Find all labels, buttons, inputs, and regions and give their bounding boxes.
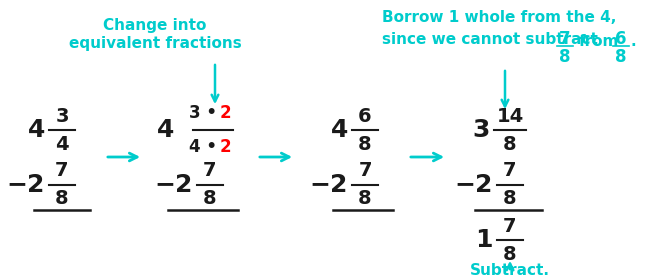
Text: 7: 7 <box>55 162 69 181</box>
Text: from: from <box>579 34 619 50</box>
Text: 7: 7 <box>358 162 372 181</box>
Text: 8: 8 <box>503 134 517 153</box>
Text: 4: 4 <box>157 118 174 142</box>
Text: 2: 2 <box>219 104 231 122</box>
Text: equivalent fractions: equivalent fractions <box>69 36 241 51</box>
Text: Change into: Change into <box>103 18 207 33</box>
Text: 14: 14 <box>497 106 524 125</box>
Text: −2: −2 <box>454 173 493 197</box>
Text: 4 •: 4 • <box>189 138 217 156</box>
Text: −2: −2 <box>6 173 45 197</box>
Text: 8: 8 <box>503 190 517 209</box>
Text: 6: 6 <box>616 30 627 48</box>
Text: 8: 8 <box>358 190 372 209</box>
Text: 2: 2 <box>219 138 231 156</box>
Text: 1: 1 <box>476 228 493 252</box>
Text: 7: 7 <box>503 162 517 181</box>
Text: 3 •: 3 • <box>189 104 217 122</box>
Text: −2: −2 <box>155 173 193 197</box>
Text: 7: 7 <box>503 216 517 235</box>
Text: 4: 4 <box>331 118 348 142</box>
Text: 7: 7 <box>559 30 571 48</box>
Text: 3: 3 <box>473 118 490 142</box>
Text: 6: 6 <box>358 106 372 125</box>
Text: 4: 4 <box>55 134 69 153</box>
Text: 8: 8 <box>559 48 571 66</box>
Text: 3: 3 <box>55 106 69 125</box>
Text: 8: 8 <box>503 244 517 263</box>
Text: −2: −2 <box>309 173 348 197</box>
Text: 7: 7 <box>203 162 216 181</box>
Text: 8: 8 <box>203 190 217 209</box>
Text: Subtract.: Subtract. <box>470 263 550 278</box>
Text: 8: 8 <box>358 134 372 153</box>
Text: since we cannot subtract: since we cannot subtract <box>382 32 598 47</box>
Text: 8: 8 <box>616 48 627 66</box>
Text: 4: 4 <box>27 118 45 142</box>
Text: Borrow 1 whole from the 4,: Borrow 1 whole from the 4, <box>382 10 616 25</box>
Text: 8: 8 <box>55 190 69 209</box>
Text: .: . <box>631 34 636 50</box>
